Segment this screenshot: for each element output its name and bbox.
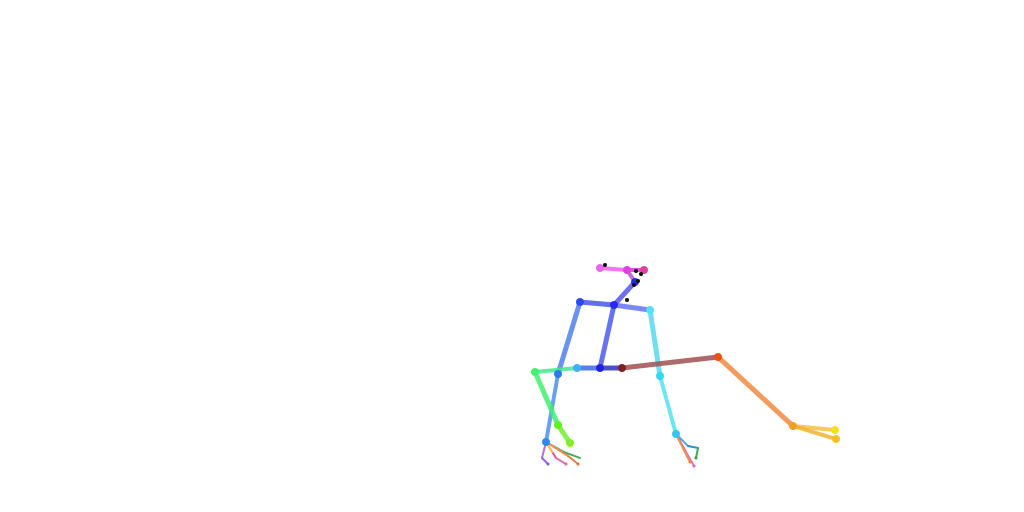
joints-layer (531, 263, 840, 468)
finger-tip (688, 460, 692, 464)
right-hand-fingers (675, 433, 699, 467)
bone-shoulder-right (611, 302, 653, 313)
face-keypoint (632, 283, 636, 287)
face-keypoint (636, 279, 640, 283)
bone-left-thigh (532, 369, 561, 428)
bone-foot-2 (791, 424, 838, 441)
joint-elbow-left (554, 370, 562, 378)
bone-shoulder-left (577, 299, 617, 308)
bone-spine (597, 302, 617, 371)
joint-wrist-left (542, 438, 550, 446)
joint-ankle-left (566, 439, 574, 447)
bone-left-upper-arm (555, 299, 583, 377)
face-keypoint (639, 272, 643, 276)
bone-hip-far-left (533, 366, 579, 374)
joint-knee-left (554, 421, 562, 429)
joint-shoulder-right (646, 306, 654, 314)
joint-foot-1 (831, 426, 839, 434)
bone-tail-lower (715, 354, 796, 429)
bone-right-forearm (658, 374, 678, 436)
finger-tip (564, 462, 568, 466)
joint-head-right (640, 266, 648, 274)
joint-head-left (596, 264, 604, 272)
finger-tip (694, 456, 698, 460)
finger-tip (692, 464, 696, 468)
bone-tail-upper (619, 354, 721, 371)
bone-neck (611, 279, 638, 308)
face-keypoint (625, 298, 629, 302)
joint-elbow-right (656, 372, 664, 380)
joint-tail-mid (714, 353, 722, 361)
joint-hip-far-left (531, 368, 539, 376)
joint-foot-2 (832, 435, 840, 443)
joint-chest (610, 301, 618, 309)
finger-tip (576, 462, 580, 466)
face-keypoint (603, 263, 607, 267)
joint-shoulder-left (576, 298, 584, 306)
joint-hip-left (573, 364, 581, 372)
joint-head-center (623, 266, 631, 274)
finger-tip (546, 462, 550, 466)
bone-head-left (598, 266, 629, 272)
face-keypoint (634, 269, 638, 273)
joint-hip-center (596, 364, 604, 372)
joint-tail-end (789, 422, 797, 430)
joint-wrist-right (672, 430, 680, 438)
joint-hip-right (618, 364, 626, 372)
